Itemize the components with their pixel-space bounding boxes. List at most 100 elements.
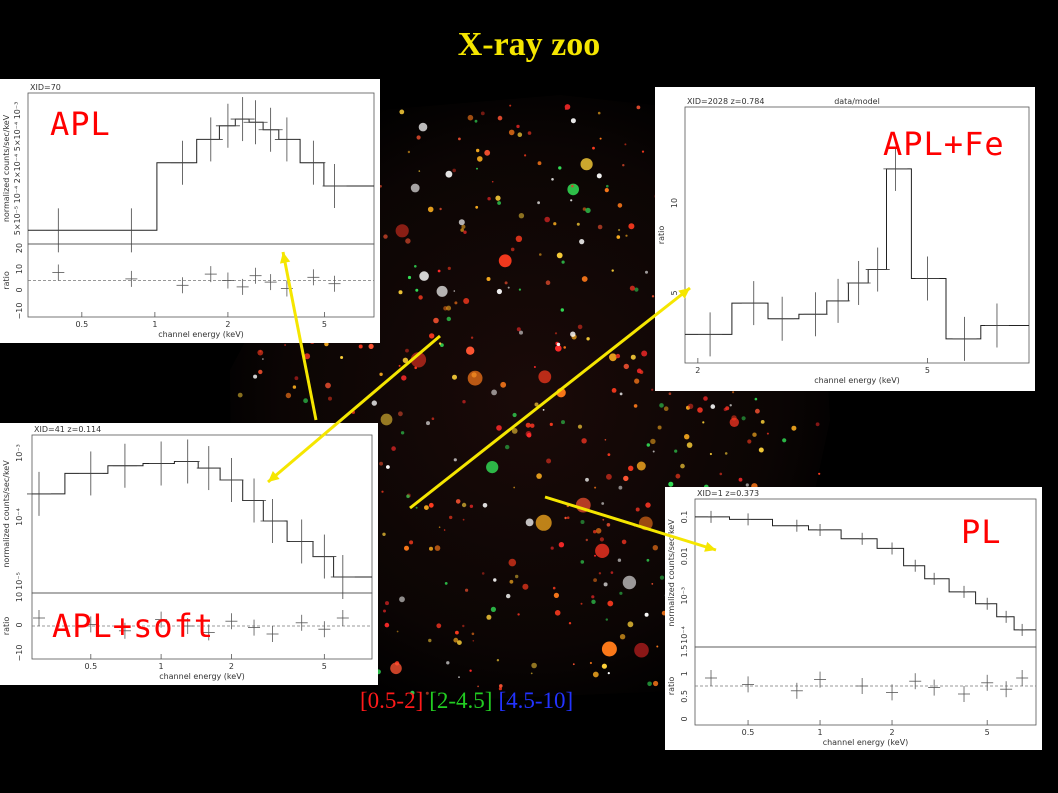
x-axis-label: channel energy (keV) <box>823 738 909 747</box>
data-point <box>698 312 723 357</box>
residual-point <box>336 610 349 626</box>
xray-source <box>606 523 611 527</box>
xray-source <box>419 271 429 281</box>
xray-source <box>395 224 409 238</box>
xray-source <box>638 516 653 531</box>
xray-source <box>558 542 565 548</box>
xray-source <box>585 207 591 214</box>
xray-source <box>380 413 393 426</box>
xray-source <box>530 423 535 428</box>
xray-source <box>567 183 579 196</box>
xray-source <box>425 691 429 695</box>
xray-source <box>237 392 243 398</box>
y-axis-label: normalized counts/sec/keV <box>667 519 676 627</box>
xray-source <box>433 317 439 324</box>
data-point <box>826 278 851 323</box>
xray-source <box>566 516 570 519</box>
xray-source <box>571 184 574 188</box>
xray-source <box>653 680 659 687</box>
xray-source <box>428 502 434 508</box>
xray-source <box>647 681 652 687</box>
xray-source <box>651 295 655 298</box>
xray-source <box>383 234 388 239</box>
xray-source <box>495 195 501 201</box>
x-tick-label: 1 <box>152 320 157 329</box>
data-point <box>260 498 285 543</box>
x-tick-label: 5 <box>925 366 930 375</box>
xray-source <box>461 502 467 508</box>
xray-source <box>426 421 430 426</box>
xray-source <box>597 224 603 230</box>
xray-source <box>580 520 585 524</box>
xray-source <box>634 378 640 384</box>
xray-source <box>497 115 503 121</box>
xray-source <box>496 659 500 662</box>
xray-source <box>554 610 561 616</box>
residual-point <box>705 670 718 686</box>
xray-source <box>680 463 685 469</box>
xray-source <box>405 348 409 353</box>
xray-source <box>675 473 681 479</box>
xray-source <box>497 201 501 205</box>
xray-source <box>328 396 332 401</box>
xray-source <box>601 502 605 505</box>
residual-point <box>886 684 899 701</box>
residual-point <box>204 266 217 283</box>
y-tick-labels: 5×10⁻⁵ 10⁻⁴ 2×10⁻⁴ 5×10⁻⁴ 10⁻³ <box>13 102 22 236</box>
xray-source <box>477 685 479 688</box>
xray-source <box>292 385 297 389</box>
xray-source <box>568 622 572 625</box>
xray-source <box>651 388 654 391</box>
residual-point <box>221 272 234 289</box>
xray-source <box>564 108 567 110</box>
xray-source <box>732 391 735 394</box>
xray-source <box>458 137 461 141</box>
xray-source <box>552 586 556 590</box>
data-point <box>1019 623 1026 636</box>
xray-source <box>409 540 414 545</box>
xray-source <box>580 158 593 171</box>
xray-source <box>466 346 475 355</box>
xray-source <box>434 545 441 551</box>
xray-source <box>386 465 390 469</box>
data-point <box>289 519 314 564</box>
xray-source <box>618 228 621 232</box>
y-axis-label: ratio <box>657 226 666 245</box>
y-tick-label: 0.1 <box>680 511 689 524</box>
xray-source <box>431 417 435 421</box>
ratio-tick-label: 0 <box>15 622 24 627</box>
residual-point <box>249 267 262 284</box>
xray-source <box>551 178 554 181</box>
xray-source <box>454 301 458 305</box>
xray-source <box>285 392 292 399</box>
xray-source <box>418 295 423 300</box>
residual-point <box>856 678 869 694</box>
xray-source <box>593 578 597 582</box>
xray-source <box>659 575 665 580</box>
y-tick-label: 0.01 <box>680 547 689 565</box>
y-tick-label: 10⁻³ <box>680 587 689 605</box>
xray-source <box>546 458 552 464</box>
data-point <box>708 510 715 523</box>
x-tick-label: 2 <box>889 728 894 737</box>
label-aplsoft: APL+soft <box>52 607 215 645</box>
xray-source <box>634 642 649 658</box>
xray-source <box>472 640 475 642</box>
xray-source <box>758 447 764 453</box>
xray-source <box>391 446 396 451</box>
data-point <box>170 140 195 185</box>
data-point <box>770 296 795 341</box>
xray-source <box>599 137 602 140</box>
model-line <box>32 461 372 578</box>
xray-source <box>630 354 636 360</box>
xray-source <box>709 452 713 456</box>
xray-source <box>471 632 475 636</box>
data-point <box>984 597 991 610</box>
xray-source <box>625 234 628 237</box>
xray-source <box>745 483 749 487</box>
xray-source <box>629 285 636 291</box>
x-tick-label: 1 <box>159 662 164 671</box>
xray-source <box>525 518 534 527</box>
panel-header: XID=2028 z=0.784 <box>687 97 764 106</box>
data-point <box>793 519 800 532</box>
